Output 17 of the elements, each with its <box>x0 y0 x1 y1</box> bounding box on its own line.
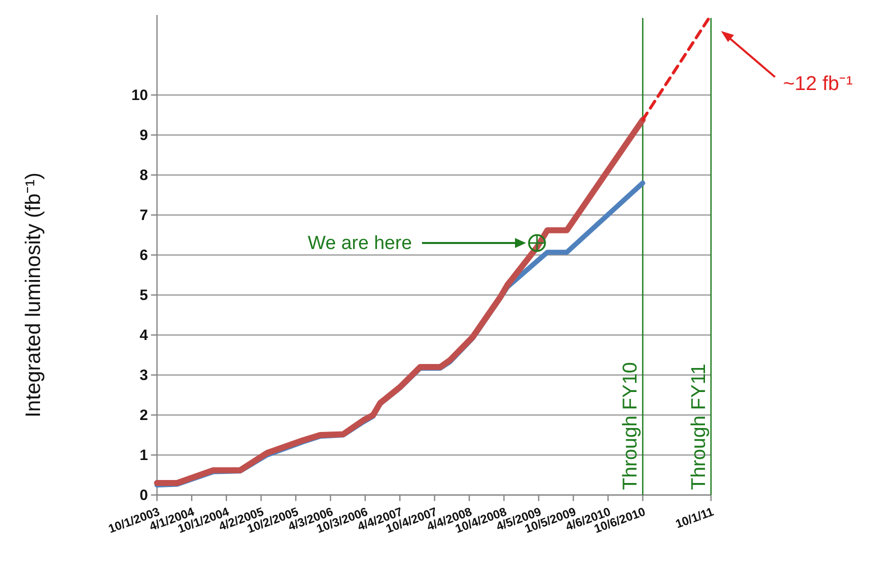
ref-line-label: Through FY11 <box>688 364 710 490</box>
annotation: We are here <box>308 233 412 254</box>
y-tick-label: 9 <box>140 126 148 144</box>
text: ~12 fb⁻¹ <box>783 73 854 95</box>
y-tick-label: 0 <box>140 486 148 504</box>
y-tick-label: 4 <box>140 326 149 344</box>
ref-line-label: Through FY10 <box>620 362 642 490</box>
y-tick-label: 6 <box>140 246 148 264</box>
x-tick-label: 10/1/11 <box>674 504 716 532</box>
y-tick-label: 3 <box>140 366 148 384</box>
y-tick-label: 10 <box>131 86 148 104</box>
y-tick-label: 1 <box>140 446 148 464</box>
y-axis-title: Integrated luminosity (fb⁻¹) <box>22 172 45 418</box>
y-tick-label: 5 <box>140 286 148 304</box>
y-tick-label: 8 <box>140 166 148 184</box>
y-tick-label: 2 <box>140 406 148 424</box>
y-tick-label: 7 <box>140 206 148 224</box>
